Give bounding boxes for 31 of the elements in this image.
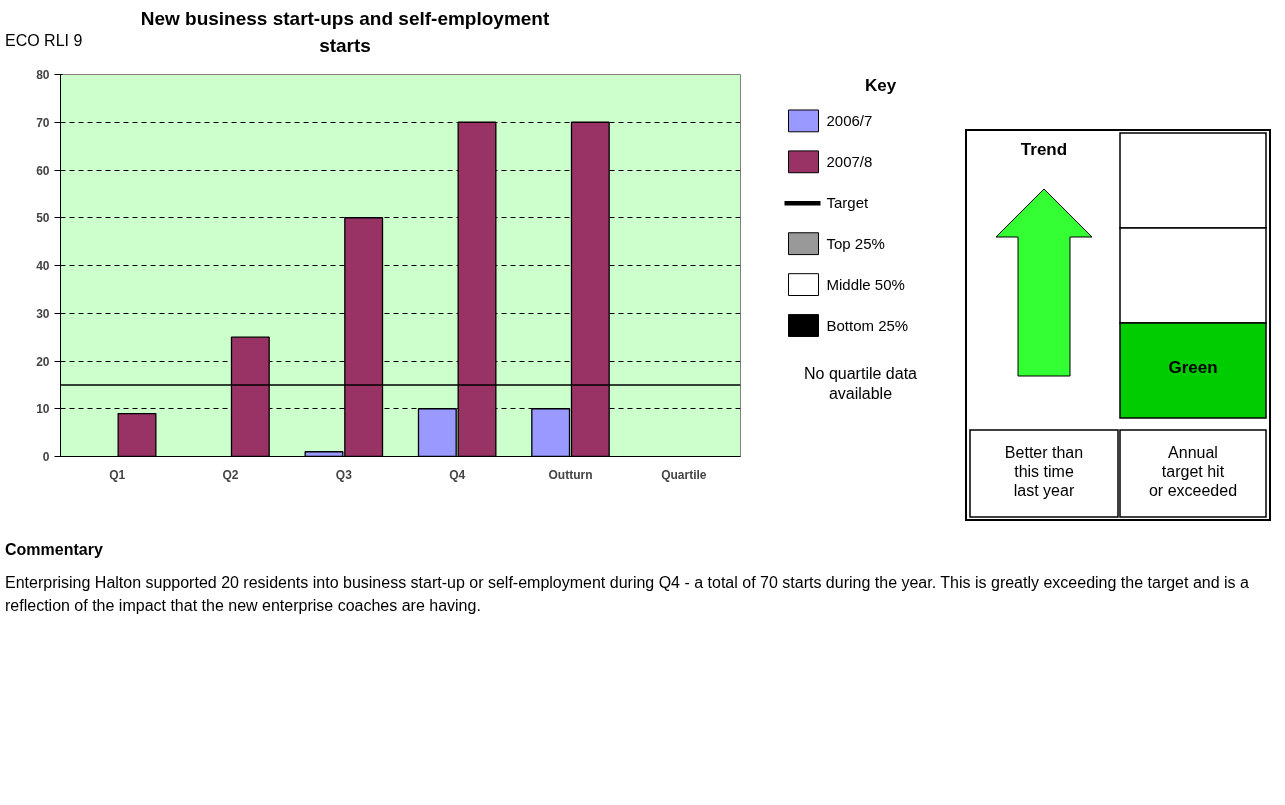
legend-label: Bottom 25% <box>826 317 909 335</box>
x-tick-label: Q4 <box>449 467 466 482</box>
legend-label: 2007/8 <box>826 153 873 171</box>
legend-title: Key <box>864 76 897 96</box>
x-tick-label: Q3 <box>335 467 353 482</box>
text: Green <box>1168 358 1218 378</box>
text: Better than this time last year <box>1004 444 1084 500</box>
y-tick-label: 60 <box>36 163 50 178</box>
x-tick-label: Outturn <box>548 467 593 482</box>
y-tick-label: 70 <box>36 116 50 131</box>
y-tick-label: 30 <box>36 307 50 322</box>
text: ECO RLI 9 <box>5 31 83 51</box>
legend-label: Target <box>826 194 870 212</box>
y-tick-label: 50 <box>36 211 50 226</box>
text: Enterprising Halton supported 20 residents into business start-up or self-employment during Q4 - a total of 70 starts during the year. This is greatly exceeding the target and is a reflection of the impact that the new enterprise coaches are having. <box>5 573 1250 616</box>
legend-label: 2006/7 <box>826 112 873 130</box>
x-tick-label: Q2 <box>222 467 239 482</box>
text: Commentary <box>5 540 103 561</box>
legend-label: Top 25% <box>826 235 885 253</box>
y-tick-label: 0 <box>42 450 50 465</box>
x-tick-label: Quartile <box>661 467 707 482</box>
y-tick-label: 10 <box>36 402 50 417</box>
text: Trend <box>1020 140 1068 160</box>
text: No quartile data available <box>804 365 918 403</box>
legend-label: Middle 50% <box>826 276 905 294</box>
y-tick-label: 40 <box>36 259 50 274</box>
x-tick-label: Q1 <box>109 467 126 482</box>
y-tick-label: 20 <box>36 354 50 369</box>
chart-title: New business start-ups and self-employment starts <box>139 7 551 59</box>
text: Annual target hit or exceeded <box>1148 444 1238 500</box>
y-tick-label: 80 <box>36 68 50 83</box>
